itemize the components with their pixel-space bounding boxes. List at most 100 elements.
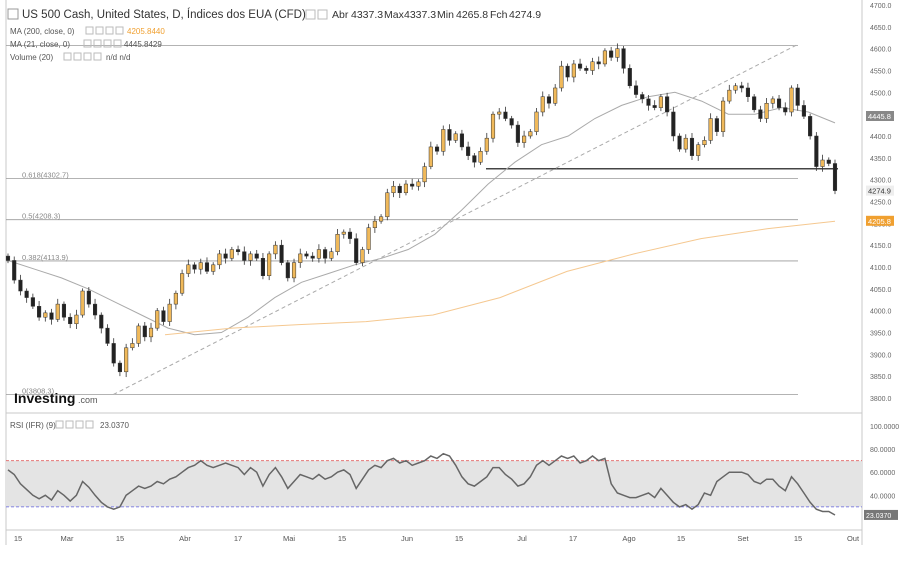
rsi-line bbox=[7, 452, 836, 516]
candle-down bbox=[86, 290, 91, 305]
candle-up bbox=[385, 192, 390, 218]
candle-down bbox=[596, 61, 601, 65]
rsi-legend-icons[interactable] bbox=[55, 420, 94, 429]
candle-down bbox=[665, 96, 670, 113]
x-tick-label: 15 bbox=[455, 534, 463, 543]
rsi-legend-label[interactable]: RSI (IFR) (9) bbox=[10, 421, 56, 430]
indicator-legend: MA (200, close, 0) 4205.8440 MA (21, clo… bbox=[10, 26, 165, 62]
ma21-legend-value: 4445.8429 bbox=[124, 40, 162, 49]
title-settings-icon[interactable] bbox=[305, 9, 316, 20]
x-tick-label: Jul bbox=[517, 534, 527, 543]
close-value: 4274.9 bbox=[509, 9, 541, 21]
title-close-icon[interactable] bbox=[317, 9, 328, 20]
candle-down bbox=[30, 297, 35, 307]
ma200-legend-value: 4205.8440 bbox=[127, 27, 165, 36]
candle-down bbox=[509, 118, 514, 126]
ma21-line bbox=[7, 91, 836, 336]
candle-up bbox=[43, 312, 48, 318]
candle-down bbox=[826, 159, 831, 164]
price-tick-label: 4250.0 bbox=[870, 200, 892, 207]
logo-name: Investing bbox=[14, 390, 75, 406]
x-tick-label: 15 bbox=[14, 534, 22, 543]
rsi-tick-label: 60.0000 bbox=[870, 470, 895, 477]
ma200-legend-icons[interactable] bbox=[85, 26, 124, 35]
candle-down bbox=[260, 258, 265, 276]
ma21-price-badge-bg bbox=[866, 111, 894, 122]
ma200-price-badge-bg bbox=[866, 215, 894, 226]
high-value: 4337.3 bbox=[404, 9, 436, 21]
candle-up bbox=[733, 85, 738, 91]
volume-legend-icons[interactable] bbox=[63, 52, 102, 61]
candle-up bbox=[80, 290, 85, 316]
x-tick-label: 15 bbox=[677, 534, 685, 543]
open-value: 4337.3 bbox=[351, 9, 383, 21]
x-tick-label: 15 bbox=[116, 534, 124, 543]
fib-level-label: 0(3808.3) bbox=[22, 386, 55, 395]
price-tick-label: 4550.0 bbox=[870, 69, 892, 76]
ma200-price-badge: 4205.8 bbox=[868, 217, 891, 226]
price-tick-label: 4000.0 bbox=[870, 309, 892, 316]
rsi-value-badge-bg bbox=[864, 509, 898, 520]
price-tick-label: 4650.0 bbox=[870, 25, 892, 32]
x-tick-label: 15 bbox=[338, 534, 346, 543]
ma21-legend-icons[interactable] bbox=[83, 39, 122, 48]
candle-down bbox=[5, 255, 11, 261]
candle-down bbox=[68, 316, 73, 325]
candle-up bbox=[379, 216, 384, 222]
fib-level-label: 0.618(4302.7) bbox=[22, 170, 69, 179]
rsi-legend: RSI (IFR) (9) 23.0370 bbox=[10, 420, 129, 430]
candle-down bbox=[254, 253, 259, 259]
candle-down bbox=[323, 249, 328, 259]
candle-down bbox=[142, 325, 147, 338]
candle-down bbox=[459, 133, 464, 148]
x-tick-label: 15 bbox=[794, 534, 802, 543]
candle-up bbox=[229, 249, 234, 259]
candle-up bbox=[273, 244, 278, 255]
candle-up bbox=[167, 303, 172, 322]
high-label: Max bbox=[384, 9, 405, 21]
last-price-badge: 4274.9 bbox=[868, 187, 891, 196]
candle-down bbox=[466, 146, 471, 156]
rsi-tick-label: 100.0000 bbox=[870, 424, 899, 431]
candle-down bbox=[310, 255, 315, 259]
price-tick-label: 4150.0 bbox=[870, 243, 892, 250]
candle-up bbox=[186, 264, 191, 274]
candle-down bbox=[204, 262, 210, 272]
candle-down bbox=[12, 260, 17, 281]
candle-up bbox=[615, 48, 620, 58]
candle-down bbox=[397, 185, 402, 194]
candle-down bbox=[447, 129, 452, 141]
ma200-legend-label[interactable]: MA (200, close, 0) bbox=[10, 27, 75, 36]
candle-up bbox=[428, 146, 433, 167]
candle-up bbox=[571, 63, 576, 78]
ma21-legend-label[interactable]: MA (21, close, 0) bbox=[10, 40, 70, 49]
candle-down bbox=[223, 253, 228, 259]
candle-up bbox=[316, 249, 321, 259]
candle-up bbox=[291, 262, 297, 279]
candle-up bbox=[534, 111, 539, 132]
candle-up bbox=[335, 234, 340, 252]
candle-up bbox=[497, 111, 502, 115]
candle-up bbox=[522, 135, 527, 143]
price-tick-label: 4400.0 bbox=[870, 134, 892, 141]
candle-down bbox=[776, 98, 782, 108]
investing-logo: Investing .com bbox=[14, 390, 98, 406]
candle-down bbox=[105, 327, 110, 344]
candle-down bbox=[621, 48, 626, 69]
x-tick-label: Abr bbox=[179, 534, 191, 543]
candle-up bbox=[602, 50, 607, 65]
candle-up bbox=[360, 249, 365, 263]
ma21-price-badge: 4445.8 bbox=[868, 112, 891, 121]
candle-down bbox=[752, 96, 757, 111]
candle-up bbox=[721, 100, 726, 132]
x-tick-label: Jun bbox=[401, 534, 413, 543]
price-tick-label: 3900.0 bbox=[870, 352, 892, 359]
candle-up bbox=[173, 292, 178, 305]
candle-up bbox=[211, 264, 216, 272]
candle-down bbox=[801, 105, 806, 117]
candle-up bbox=[155, 310, 160, 329]
candle-up bbox=[453, 133, 458, 141]
chart-type-icon[interactable] bbox=[7, 8, 19, 20]
volume-legend-label[interactable]: Volume (20) bbox=[10, 53, 53, 62]
candle-down bbox=[739, 85, 744, 89]
